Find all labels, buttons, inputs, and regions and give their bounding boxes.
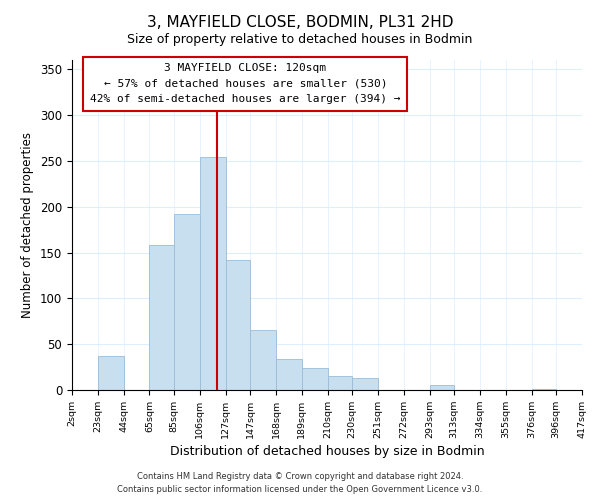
Bar: [276, 359, 302, 390]
Bar: [200, 157, 226, 390]
Bar: [174, 214, 200, 390]
Bar: [352, 378, 378, 390]
Bar: [250, 330, 276, 390]
Bar: [149, 245, 174, 390]
Y-axis label: Number of detached properties: Number of detached properties: [22, 132, 34, 318]
Text: Size of property relative to detached houses in Bodmin: Size of property relative to detached ho…: [127, 32, 473, 46]
Text: 3, MAYFIELD CLOSE, BODMIN, PL31 2HD: 3, MAYFIELD CLOSE, BODMIN, PL31 2HD: [147, 15, 453, 30]
Bar: [430, 386, 454, 390]
Bar: [98, 356, 124, 390]
X-axis label: Distribution of detached houses by size in Bodmin: Distribution of detached houses by size …: [170, 445, 484, 458]
Bar: [302, 368, 328, 390]
Bar: [226, 260, 250, 390]
Text: 3 MAYFIELD CLOSE: 120sqm
← 57% of detached houses are smaller (530)
42% of semi-: 3 MAYFIELD CLOSE: 120sqm ← 57% of detach…: [90, 64, 401, 104]
Bar: [532, 389, 556, 390]
Text: Contains HM Land Registry data © Crown copyright and database right 2024.
Contai: Contains HM Land Registry data © Crown c…: [118, 472, 482, 494]
Bar: [328, 376, 352, 390]
